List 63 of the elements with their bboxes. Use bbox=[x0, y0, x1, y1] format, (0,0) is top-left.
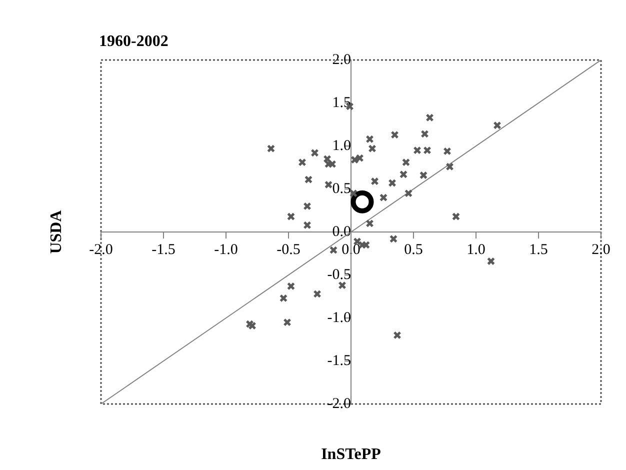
point bbox=[379, 194, 388, 202]
point bbox=[356, 154, 364, 162]
y-tick-label: 2.0 bbox=[332, 52, 351, 68]
point bbox=[362, 240, 370, 249]
point bbox=[423, 146, 432, 154]
point bbox=[443, 147, 452, 156]
point bbox=[313, 290, 322, 298]
y-tick-label: -1.5 bbox=[327, 352, 351, 369]
x-tick-label: 1.5 bbox=[529, 242, 548, 258]
chart-title: 1960-2002 bbox=[99, 33, 168, 50]
point bbox=[366, 219, 374, 228]
x-tick-label: 1.0 bbox=[466, 242, 486, 258]
x-tick-label: 0.5 bbox=[404, 242, 423, 258]
x-axis-title: InSTePP bbox=[321, 446, 382, 463]
point bbox=[350, 190, 374, 214]
point bbox=[338, 281, 346, 290]
point bbox=[370, 177, 379, 186]
point bbox=[389, 234, 398, 243]
point bbox=[390, 130, 399, 139]
point bbox=[419, 171, 428, 180]
point bbox=[349, 189, 358, 198]
point bbox=[298, 158, 306, 166]
point bbox=[303, 221, 312, 230]
point bbox=[426, 114, 434, 122]
y-tick-label: 0.5 bbox=[332, 180, 351, 197]
point bbox=[413, 146, 422, 154]
x-tick-label: 2.0 bbox=[592, 242, 610, 258]
point bbox=[388, 178, 396, 188]
point bbox=[266, 144, 276, 153]
point bbox=[399, 170, 408, 178]
point bbox=[310, 148, 319, 157]
point bbox=[286, 212, 296, 221]
y-tick-label: 0.0 bbox=[332, 224, 351, 240]
x-tick-label: -1.0 bbox=[214, 242, 238, 258]
point bbox=[493, 121, 502, 130]
y-tick-label: -2.0 bbox=[327, 396, 351, 412]
point bbox=[404, 189, 413, 198]
point bbox=[366, 135, 374, 144]
point bbox=[286, 282, 296, 290]
point bbox=[393, 331, 402, 340]
point bbox=[420, 130, 429, 138]
point bbox=[329, 246, 338, 254]
point bbox=[452, 212, 460, 221]
point bbox=[304, 175, 313, 184]
point bbox=[283, 318, 292, 326]
point bbox=[328, 160, 336, 168]
x-tick-label: -0.5 bbox=[276, 242, 300, 258]
x-tick-label: -2.0 bbox=[89, 242, 113, 258]
y-tick-label: -1.0 bbox=[327, 310, 351, 326]
x-tick-label: -1.5 bbox=[152, 242, 176, 258]
y-tick-label: 1.0 bbox=[332, 138, 351, 154]
y-tick-label: -0.5 bbox=[327, 266, 351, 283]
point bbox=[324, 180, 333, 189]
y-axis-title: USDA bbox=[48, 210, 65, 254]
point bbox=[303, 202, 312, 210]
point bbox=[446, 162, 454, 171]
point bbox=[279, 294, 288, 302]
point bbox=[402, 158, 410, 166]
point bbox=[350, 156, 359, 164]
point bbox=[246, 320, 254, 328]
point bbox=[486, 257, 496, 266]
point bbox=[368, 144, 376, 153]
point bbox=[248, 322, 256, 330]
